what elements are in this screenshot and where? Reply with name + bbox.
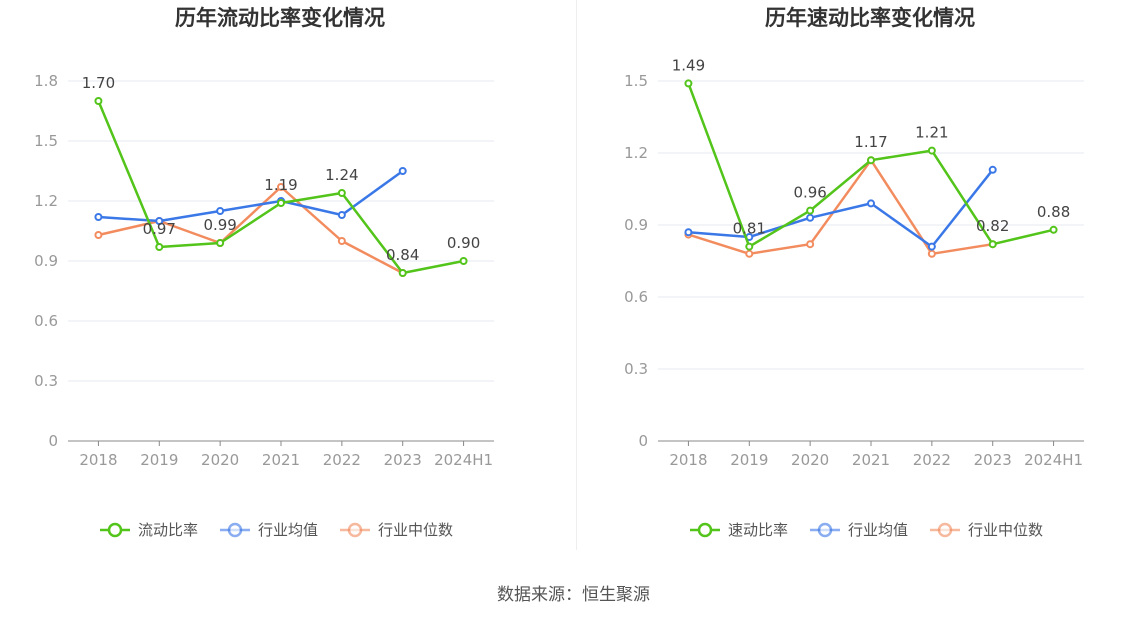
x-tick-label: 2019 [140, 451, 178, 469]
data-point [155, 243, 164, 251]
x-tick-label: 2019 [730, 451, 768, 469]
legend-label: 流动比率 [138, 521, 198, 539]
data-point [867, 156, 875, 165]
y-tick-label: 1.5 [34, 132, 58, 150]
data-label: 1.70 [82, 74, 115, 92]
data-label: 0.81 [733, 220, 766, 238]
legend-marker-icon [817, 522, 833, 538]
data-point [806, 213, 815, 222]
legend-item[interactable]: 速动比率 [690, 521, 788, 539]
y-tick-label: 0.3 [34, 372, 58, 390]
data-point [398, 269, 407, 277]
data-point [155, 217, 164, 225]
legend-label: 速动比率 [728, 521, 788, 539]
legend-label: 行业中位数 [378, 521, 453, 539]
data-point [337, 189, 346, 197]
x-tick-label: 2024H1 [1024, 451, 1083, 469]
data-source-note: 数据来源：恒生聚源 [497, 585, 650, 605]
chart-1: 历年流动比率变化情况 0 0.3 0.6 0.9 1.2 1.5 1.8 2018 2019 202… [34, 6, 494, 539]
chart-title: 历年流动比率变化情况 [175, 6, 385, 30]
data-point [927, 146, 936, 155]
y-tick-label: 0.6 [34, 312, 58, 330]
y-tick-label: 0 [48, 432, 58, 450]
data-point [216, 207, 225, 215]
y-tick-label: 1.8 [34, 72, 58, 90]
data-point [94, 97, 103, 105]
data-point [745, 242, 754, 251]
y-tick-label: 0.9 [624, 216, 648, 234]
data-point [927, 249, 936, 258]
y-tick-label: 0.3 [624, 360, 648, 378]
charts-canvas: 历年流动比率变化情况 0 0.3 0.6 0.9 1.2 1.5 1.8 2018 2019 202… [34, 6, 1084, 539]
data-point [337, 211, 346, 219]
data-point [988, 165, 997, 174]
x-tick-label: 2018 [79, 451, 117, 469]
data-label: 1.24 [325, 166, 358, 184]
data-point [337, 237, 346, 245]
data-point [398, 167, 407, 175]
data-point [94, 213, 103, 221]
legend-marker-icon [347, 522, 363, 538]
x-tick-label: 2022 [913, 451, 951, 469]
y-tick-label: 0.6 [624, 288, 648, 306]
x-tick-label: 2021 [262, 451, 300, 469]
data-point [216, 239, 225, 247]
data-point [684, 79, 693, 88]
legend-marker-icon [227, 522, 243, 538]
legend-item[interactable]: 行业均值 [810, 521, 908, 539]
legend-label: 行业均值 [848, 521, 908, 539]
data-point [684, 228, 693, 237]
data-label: 0.97 [143, 220, 176, 238]
data-label: 1.21 [915, 124, 948, 142]
data-label: 0.84 [386, 246, 419, 264]
data-point [277, 199, 285, 207]
y-tick-label: 1.2 [34, 192, 58, 210]
legend-marker-icon [937, 522, 953, 538]
y-tick-label: 1.5 [624, 72, 648, 90]
panel-divider [576, 0, 577, 550]
data-label: 0.88 [1037, 203, 1070, 221]
data-point [927, 242, 936, 251]
data-point [94, 231, 103, 239]
legend-label: 行业均值 [258, 521, 318, 539]
legend-item[interactable]: 流动比率 [100, 521, 198, 539]
legend-marker-icon [697, 522, 713, 538]
series-line [688, 169, 994, 248]
chart-title: 历年速动比率变化情况 [765, 6, 975, 30]
data-point [867, 199, 875, 208]
x-tick-label: 2020 [791, 451, 829, 469]
y-tick-label: 0 [638, 432, 648, 450]
x-tick-label: 2018 [669, 451, 707, 469]
data-point [459, 257, 468, 265]
legend-item[interactable]: 行业中位数 [340, 521, 453, 539]
x-tick-label: 2023 [974, 451, 1012, 469]
data-label: 1.49 [672, 56, 705, 74]
data-point [806, 206, 815, 215]
y-tick-label: 1.2 [624, 144, 648, 162]
legend-label: 行业中位数 [968, 521, 1043, 539]
x-tick-label: 2022 [323, 451, 361, 469]
data-point [806, 240, 815, 249]
data-point [1049, 225, 1058, 234]
data-label: 1.17 [854, 133, 887, 151]
data-label: 0.82 [976, 217, 1009, 235]
legend-item[interactable]: 行业中位数 [930, 521, 1043, 539]
data-point [745, 249, 754, 258]
data-label: 0.90 [447, 234, 480, 252]
data-label: 0.99 [203, 216, 236, 234]
x-tick-label: 2024H1 [434, 451, 493, 469]
data-label: 0.96 [793, 184, 826, 202]
y-tick-label: 0.9 [34, 252, 58, 270]
legend-marker-icon [107, 522, 123, 538]
x-tick-label: 2020 [201, 451, 239, 469]
x-tick-label: 2023 [384, 451, 422, 469]
legend-item[interactable]: 行业均值 [220, 521, 318, 539]
data-label: 1.19 [264, 176, 297, 194]
series-line [688, 158, 993, 256]
x-tick-label: 2021 [852, 451, 890, 469]
chart-2: 历年速动比率变化情况 0 0.3 0.6 0.9 1.2 1.5 2018 2019 2020 20… [624, 6, 1084, 539]
data-point [277, 183, 285, 191]
data-point [988, 240, 997, 249]
